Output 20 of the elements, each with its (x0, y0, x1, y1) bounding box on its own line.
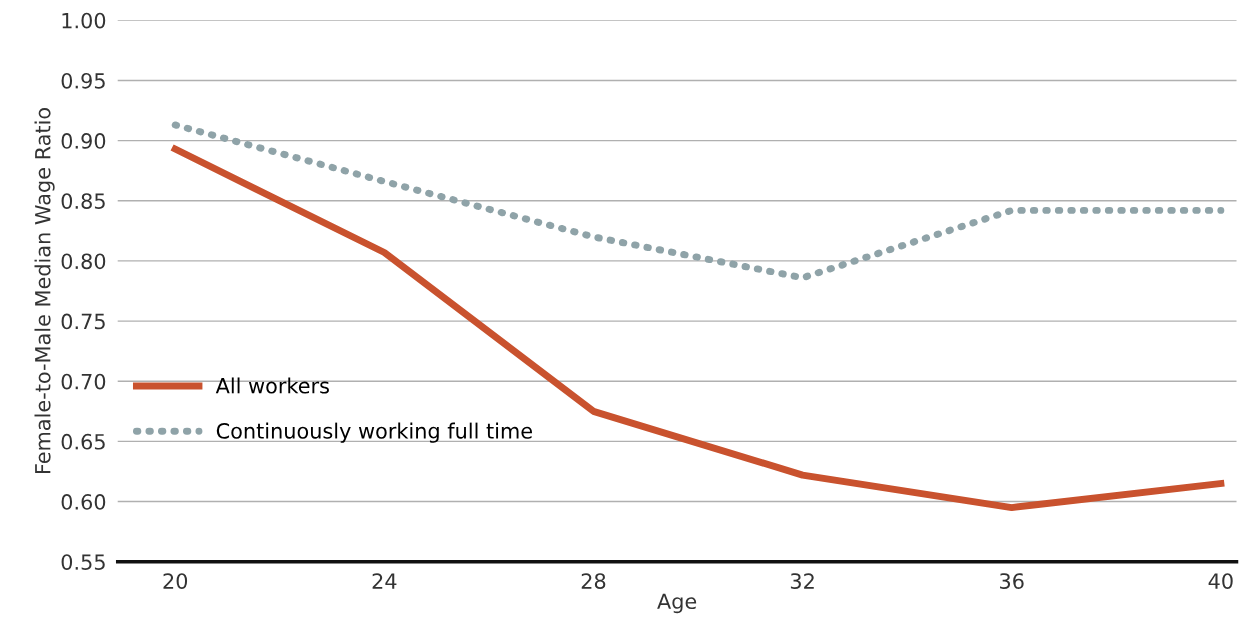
y-tick-label: 0.60 (61, 494, 106, 510)
y-tick-label: 0.95 (61, 72, 105, 89)
x-tick-label: 40 (1208, 573, 1233, 589)
x-tick-label: 20 (163, 573, 188, 589)
x-tick-label: 32 (790, 573, 814, 589)
x-tick-label: 36 (1000, 573, 1024, 589)
y-tick-label: 0.70 (61, 373, 106, 390)
legend-label: Continuously working full time (216, 422, 532, 443)
y-tick-label: 0.90 (61, 133, 106, 149)
x-axis-title: Age (657, 593, 697, 614)
y-tick-label: 0.65 (61, 433, 105, 450)
x-tick-label: 28 (581, 573, 606, 589)
x-tick-label: 24 (372, 573, 397, 589)
y-tick-label: 0.55 (61, 554, 105, 570)
y-tick-label: 0.75 (61, 313, 105, 330)
legend-label: All workers (215, 377, 329, 394)
y-axis-title: Female-to-Male Median Wage Ratio (34, 108, 55, 474)
y-tick-label: 0.80 (61, 253, 106, 270)
y-tick-label: 0.85 (61, 193, 105, 209)
y-tick-label: 1.00 (62, 12, 106, 29)
